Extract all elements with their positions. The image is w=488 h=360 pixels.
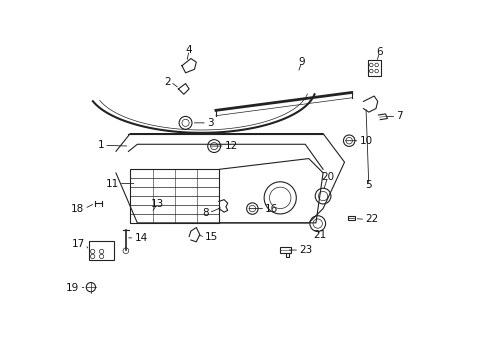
- Text: 18: 18: [71, 203, 84, 213]
- Text: 8: 8: [202, 208, 208, 218]
- Bar: [130, 169, 219, 223]
- Text: 17: 17: [72, 239, 85, 249]
- Text: 11: 11: [105, 179, 119, 189]
- Text: 13: 13: [150, 199, 163, 209]
- Text: 22: 22: [365, 214, 378, 224]
- Text: 7: 7: [395, 111, 402, 121]
- Text: 12: 12: [224, 141, 238, 151]
- Text: 15: 15: [205, 232, 218, 242]
- Text: 20: 20: [321, 172, 334, 182]
- Text: 16: 16: [264, 203, 278, 213]
- Bar: [367, 60, 381, 76]
- Text: 1: 1: [97, 140, 104, 150]
- Text: 10: 10: [359, 136, 372, 146]
- Text: 3: 3: [206, 118, 213, 128]
- Bar: [280, 247, 290, 253]
- Text: 9: 9: [298, 57, 305, 67]
- Text: 6: 6: [375, 47, 382, 57]
- Text: 4: 4: [185, 45, 192, 55]
- Text: 19: 19: [66, 283, 80, 293]
- Text: 21: 21: [313, 230, 326, 240]
- Text: 2: 2: [163, 77, 170, 87]
- Text: 23: 23: [299, 245, 312, 255]
- Bar: [347, 216, 354, 220]
- Text: 5: 5: [365, 180, 371, 190]
- Bar: [89, 241, 114, 260]
- Text: 14: 14: [134, 233, 147, 243]
